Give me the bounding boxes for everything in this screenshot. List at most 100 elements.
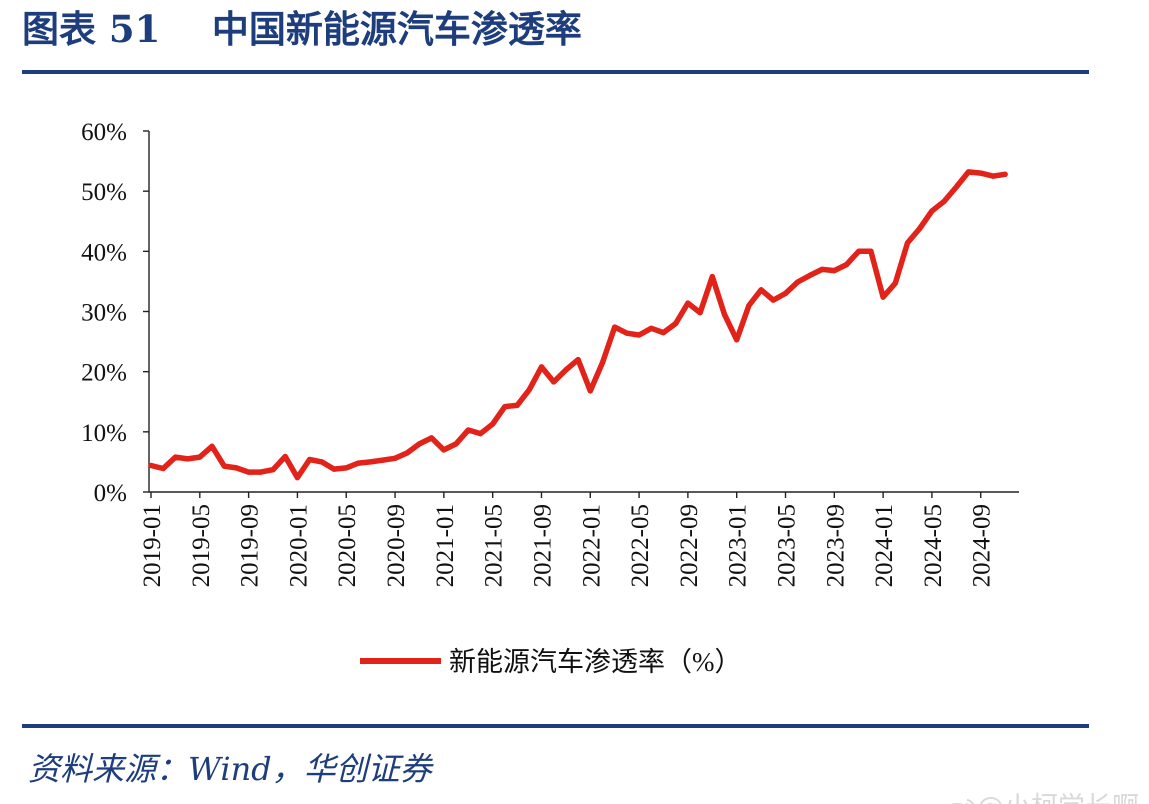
data-point: [282, 453, 288, 460]
data-point: [734, 337, 740, 343]
chart-legend: 新能源汽车渗透率（%）: [360, 647, 742, 677]
x-tick-label: 2019-09: [237, 504, 264, 587]
data-point: [307, 456, 313, 463]
data-point: [709, 274, 715, 280]
data-point: [892, 280, 898, 286]
data-point: [477, 431, 484, 437]
data-point: [782, 290, 789, 296]
data-point: [868, 248, 874, 254]
data-point: [453, 441, 459, 447]
data-point: [294, 475, 300, 481]
data-point: [990, 173, 996, 179]
data-point: [209, 443, 215, 449]
data-point: [538, 364, 545, 370]
data-point: [172, 454, 178, 460]
data-point: [599, 360, 606, 366]
x-tick-label: 2019-01: [139, 504, 166, 587]
data-point: [355, 460, 361, 466]
bottom-divider: [22, 724, 1089, 728]
chart-plot-area: [148, 169, 1008, 481]
data-point: [917, 225, 923, 232]
data-point: [929, 208, 935, 214]
x-tick-label: 2024-09: [969, 504, 996, 587]
data-point: [819, 266, 825, 272]
data-point: [368, 459, 374, 465]
data-point: [197, 454, 203, 460]
data-point: [148, 462, 154, 469]
y-tick-label: 50%: [81, 179, 127, 206]
y-tick-label: 60%: [81, 119, 127, 146]
y-tick-label: 30%: [81, 300, 127, 327]
x-tick-label: 2020-01: [285, 504, 312, 587]
watermark: @小柯学长啊: [909, 754, 1139, 804]
data-point: [953, 184, 959, 190]
data-point: [526, 387, 532, 393]
data-point: [685, 300, 691, 306]
data-point: [831, 268, 837, 274]
figure-title: 图表 51 中国新能源汽车渗透率: [22, 7, 582, 51]
data-point: [636, 332, 642, 338]
x-tick-label: 2021-09: [529, 504, 556, 587]
data-point: [319, 459, 325, 465]
x-tick-label: 2024-01: [871, 504, 898, 587]
data-point: [233, 465, 239, 471]
data-point: [575, 357, 581, 363]
data-point: [221, 463, 227, 469]
data-point: [416, 441, 422, 447]
data-point: [697, 310, 703, 316]
data-point: [843, 262, 850, 268]
data-point: [758, 287, 764, 293]
weibo-icon: [949, 798, 975, 804]
data-point: [246, 469, 252, 475]
data-point: [551, 379, 557, 385]
data-point: [770, 297, 776, 303]
data-point: [490, 421, 496, 427]
data-point: [795, 279, 801, 285]
x-tick-label: 2024-05: [920, 504, 947, 587]
data-point: [587, 388, 593, 394]
watermark-text: @小柯学长啊: [977, 792, 1139, 804]
x-tick-label: 2023-05: [774, 504, 801, 587]
source-note: 资料来源：Wind，华创证券: [28, 750, 432, 788]
x-tick-label: 2020-09: [383, 504, 410, 587]
series-line: [148, 169, 1008, 481]
data-point: [673, 320, 679, 327]
data-point: [465, 427, 471, 433]
x-tick-label: 2022-05: [627, 504, 654, 587]
data-point: [660, 330, 667, 336]
data-point: [429, 435, 435, 441]
y-tick-label: 20%: [81, 360, 127, 387]
data-point: [380, 457, 386, 463]
data-point: [404, 450, 410, 456]
data-point: [160, 465, 166, 472]
data-point: [721, 311, 728, 318]
data-point: [624, 330, 630, 336]
data-point: [258, 469, 264, 475]
data-point: [514, 402, 520, 408]
data-point: [331, 466, 337, 472]
x-tick-label: 2023-09: [822, 504, 849, 587]
top-divider: [22, 70, 1089, 74]
data-point: [343, 465, 349, 471]
data-point: [392, 455, 398, 461]
data-point: [1002, 171, 1008, 177]
y-tick-label: 40%: [81, 239, 127, 266]
x-tick-label: 2021-05: [481, 504, 508, 587]
data-point: [502, 404, 508, 410]
data-point: [856, 248, 862, 254]
data-point: [270, 467, 276, 473]
data-point: [185, 456, 191, 462]
data-point: [807, 272, 813, 278]
data-point: [441, 447, 447, 453]
data-point: [978, 170, 984, 176]
data-point: [612, 324, 618, 330]
y-tick-label: 0%: [94, 480, 127, 507]
x-tick-label: 2022-01: [578, 504, 605, 587]
data-point: [941, 198, 947, 204]
data-point: [648, 325, 654, 331]
x-tick-label: 2020-05: [334, 504, 361, 587]
x-tick-label: 2022-09: [676, 504, 703, 587]
y-tick-label: 10%: [81, 420, 127, 447]
